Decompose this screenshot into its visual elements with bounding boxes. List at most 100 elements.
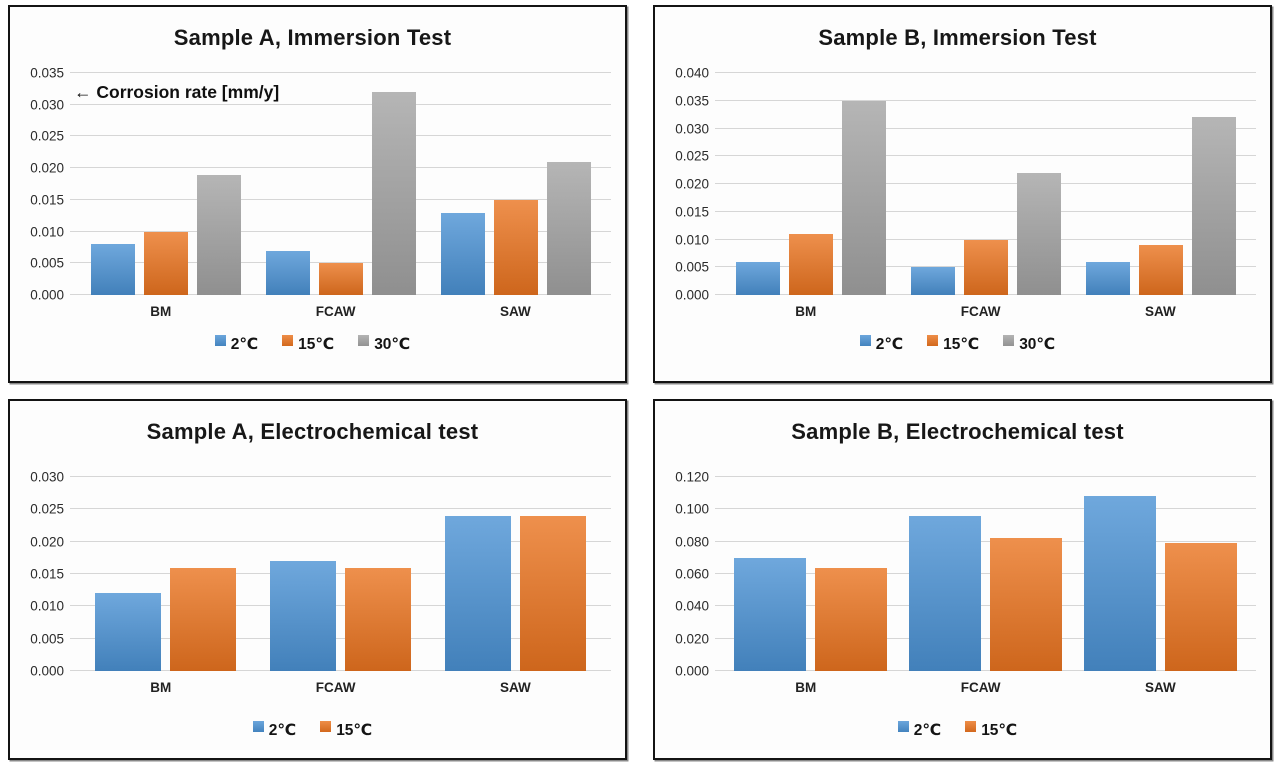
y-tick-label: 0.120 [675, 469, 709, 485]
legend-marker-icon [897, 721, 909, 732]
gridline [70, 262, 611, 264]
legend-label: 15℃ [336, 722, 373, 739]
y-tick-label: 0.030 [30, 97, 64, 113]
category-label-saw: SAW [1144, 304, 1176, 319]
y-tick-label: 0.015 [30, 566, 64, 582]
legend-item-15℃: 15℃ [282, 335, 334, 354]
bar-bm-2℃ [95, 593, 161, 671]
y-tick-label: 0.080 [675, 534, 709, 550]
legend-marker-icon [282, 335, 294, 346]
y-tick-label: 0.000 [30, 287, 64, 303]
chart-sample-a-electrochemical: 0.000 0.005 0.010 0.015 0.020 0.025 0.030 BM FCA… [14, 470, 611, 740]
plot-area [715, 72, 1256, 295]
gridline [715, 540, 1256, 542]
bar-fcaw-15℃ [990, 538, 1062, 671]
legend-item-15℃: 15℃ [320, 721, 372, 740]
legend-label: 2℃ [875, 336, 904, 353]
chart-sample-b-immersion: 0.000 0.005 0.010 0.015 0.020 0.025 0.030 0.035… [659, 66, 1256, 354]
gridline [70, 508, 611, 510]
bar-group-bm [90, 73, 241, 295]
bar-saw-15℃ [520, 515, 586, 671]
bar-groups [715, 477, 1256, 671]
bar-fcaw-15℃ [963, 239, 1008, 295]
y-tick-label: 0.025 [30, 501, 64, 517]
gridline [70, 103, 611, 105]
bar-fcaw-30℃ [1016, 172, 1061, 295]
category-label-bm: BM [150, 304, 172, 319]
bar-fcaw-15℃ [345, 567, 411, 671]
y-tick-label: 0.020 [675, 176, 709, 192]
gridline [70, 230, 611, 232]
y-tick-label: 0.025 [675, 148, 709, 164]
gridline [715, 573, 1256, 574]
bar-group-fcaw [270, 477, 411, 671]
gridline [70, 198, 611, 200]
y-tick-label: 0.000 [675, 287, 709, 303]
legend-label: 2℃ [913, 722, 942, 739]
bar-bm-30℃ [196, 174, 241, 295]
legend-marker-icon [252, 721, 264, 732]
y-tick-label: 0.005 [30, 255, 64, 271]
bar-saw-30℃ [546, 161, 591, 295]
bar-fcaw-2℃ [909, 515, 981, 671]
chart-title: Sample A, Immersion Test [173, 25, 452, 50]
bar-group-saw [445, 477, 586, 671]
y-tick-label: 0.025 [30, 128, 64, 144]
bar-group-saw [1085, 73, 1236, 295]
gridline [715, 670, 1256, 671]
y-tick-label: 0.005 [30, 631, 64, 647]
legend: 2℃ 15℃ 30℃ [659, 335, 1256, 354]
gridline [70, 476, 611, 477]
category-label-saw: SAW [499, 680, 531, 695]
y-axis-labels: 0.000 0.005 0.010 0.015 0.020 0.025 0.030 0.035… [659, 66, 715, 303]
chart-title: Sample B, Electrochemical test [791, 419, 1124, 444]
legend: 2℃ 15℃ 30℃ [14, 335, 611, 354]
bar-group-saw [440, 73, 591, 295]
category-label-fcaw: FCAW [960, 680, 1001, 695]
category-label-bm: BM [795, 304, 817, 319]
category-label-saw: SAW [499, 304, 531, 319]
bar-groups [70, 73, 611, 295]
y-tick-label: 0.005 [675, 259, 709, 275]
panel-sample-b-immersion: Sample B, Immersion Test 0.000 0.005 0.010… [653, 5, 1272, 383]
plot-area: ← Corrosion rate [mm/y] [70, 72, 611, 295]
legend-label: 15℃ [298, 336, 335, 353]
y-tick-label: 0.040 [675, 598, 709, 614]
bar-saw-2℃ [445, 515, 511, 671]
bar-fcaw-15℃ [318, 263, 363, 295]
bar-bm-15℃ [143, 231, 188, 295]
chart-sample-a-immersion: 0.000 0.005 0.010 0.015 0.020 0.025 0.030 0.035… [14, 66, 611, 354]
bar-fcaw-2℃ [270, 561, 336, 671]
legend-item-2℃: 2℃ [214, 335, 259, 354]
bar-fcaw-2℃ [910, 267, 955, 295]
bar-bm-2℃ [734, 557, 806, 671]
bar-saw-15℃ [493, 199, 538, 295]
bar-saw-2℃ [440, 212, 485, 295]
bar-bm-15℃ [788, 233, 833, 295]
gridline [70, 670, 611, 671]
legend-marker-icon [927, 335, 939, 346]
category-label-bm: BM [795, 680, 817, 695]
gridline [715, 476, 1256, 477]
y-tick-label: 0.020 [675, 631, 709, 647]
legend: 2℃ 15℃ [659, 721, 1256, 740]
legend-item-30℃: 30℃ [1003, 335, 1055, 354]
gridline [70, 135, 611, 137]
y-axis-labels: 0.000 0.005 0.010 0.015 0.020 0.025 0.030 0.035 [14, 66, 70, 303]
bar-saw-15℃ [1165, 543, 1237, 671]
chart-title: Sample B, Immersion Test [818, 25, 1097, 50]
bar-bm-15℃ [815, 567, 887, 671]
gridline [715, 637, 1256, 639]
bar-bm-2℃ [735, 261, 780, 295]
gridline [715, 605, 1256, 607]
legend-label: 2℃ [230, 336, 259, 353]
legend-label: 30℃ [374, 336, 411, 353]
bar-fcaw-30℃ [371, 92, 416, 295]
legend-label: 30℃ [1019, 336, 1056, 353]
plot-area [715, 476, 1256, 671]
y-tick-label: 0.000 [30, 663, 64, 679]
y-tick-label: 0.010 [675, 232, 709, 247]
legend-item-30℃: 30℃ [358, 335, 410, 354]
y-axis-labels: 0.000 0.020 0.040 0.060 0.080 0.100 0.120 [659, 470, 715, 679]
y-tick-label: 0.100 [675, 501, 709, 517]
